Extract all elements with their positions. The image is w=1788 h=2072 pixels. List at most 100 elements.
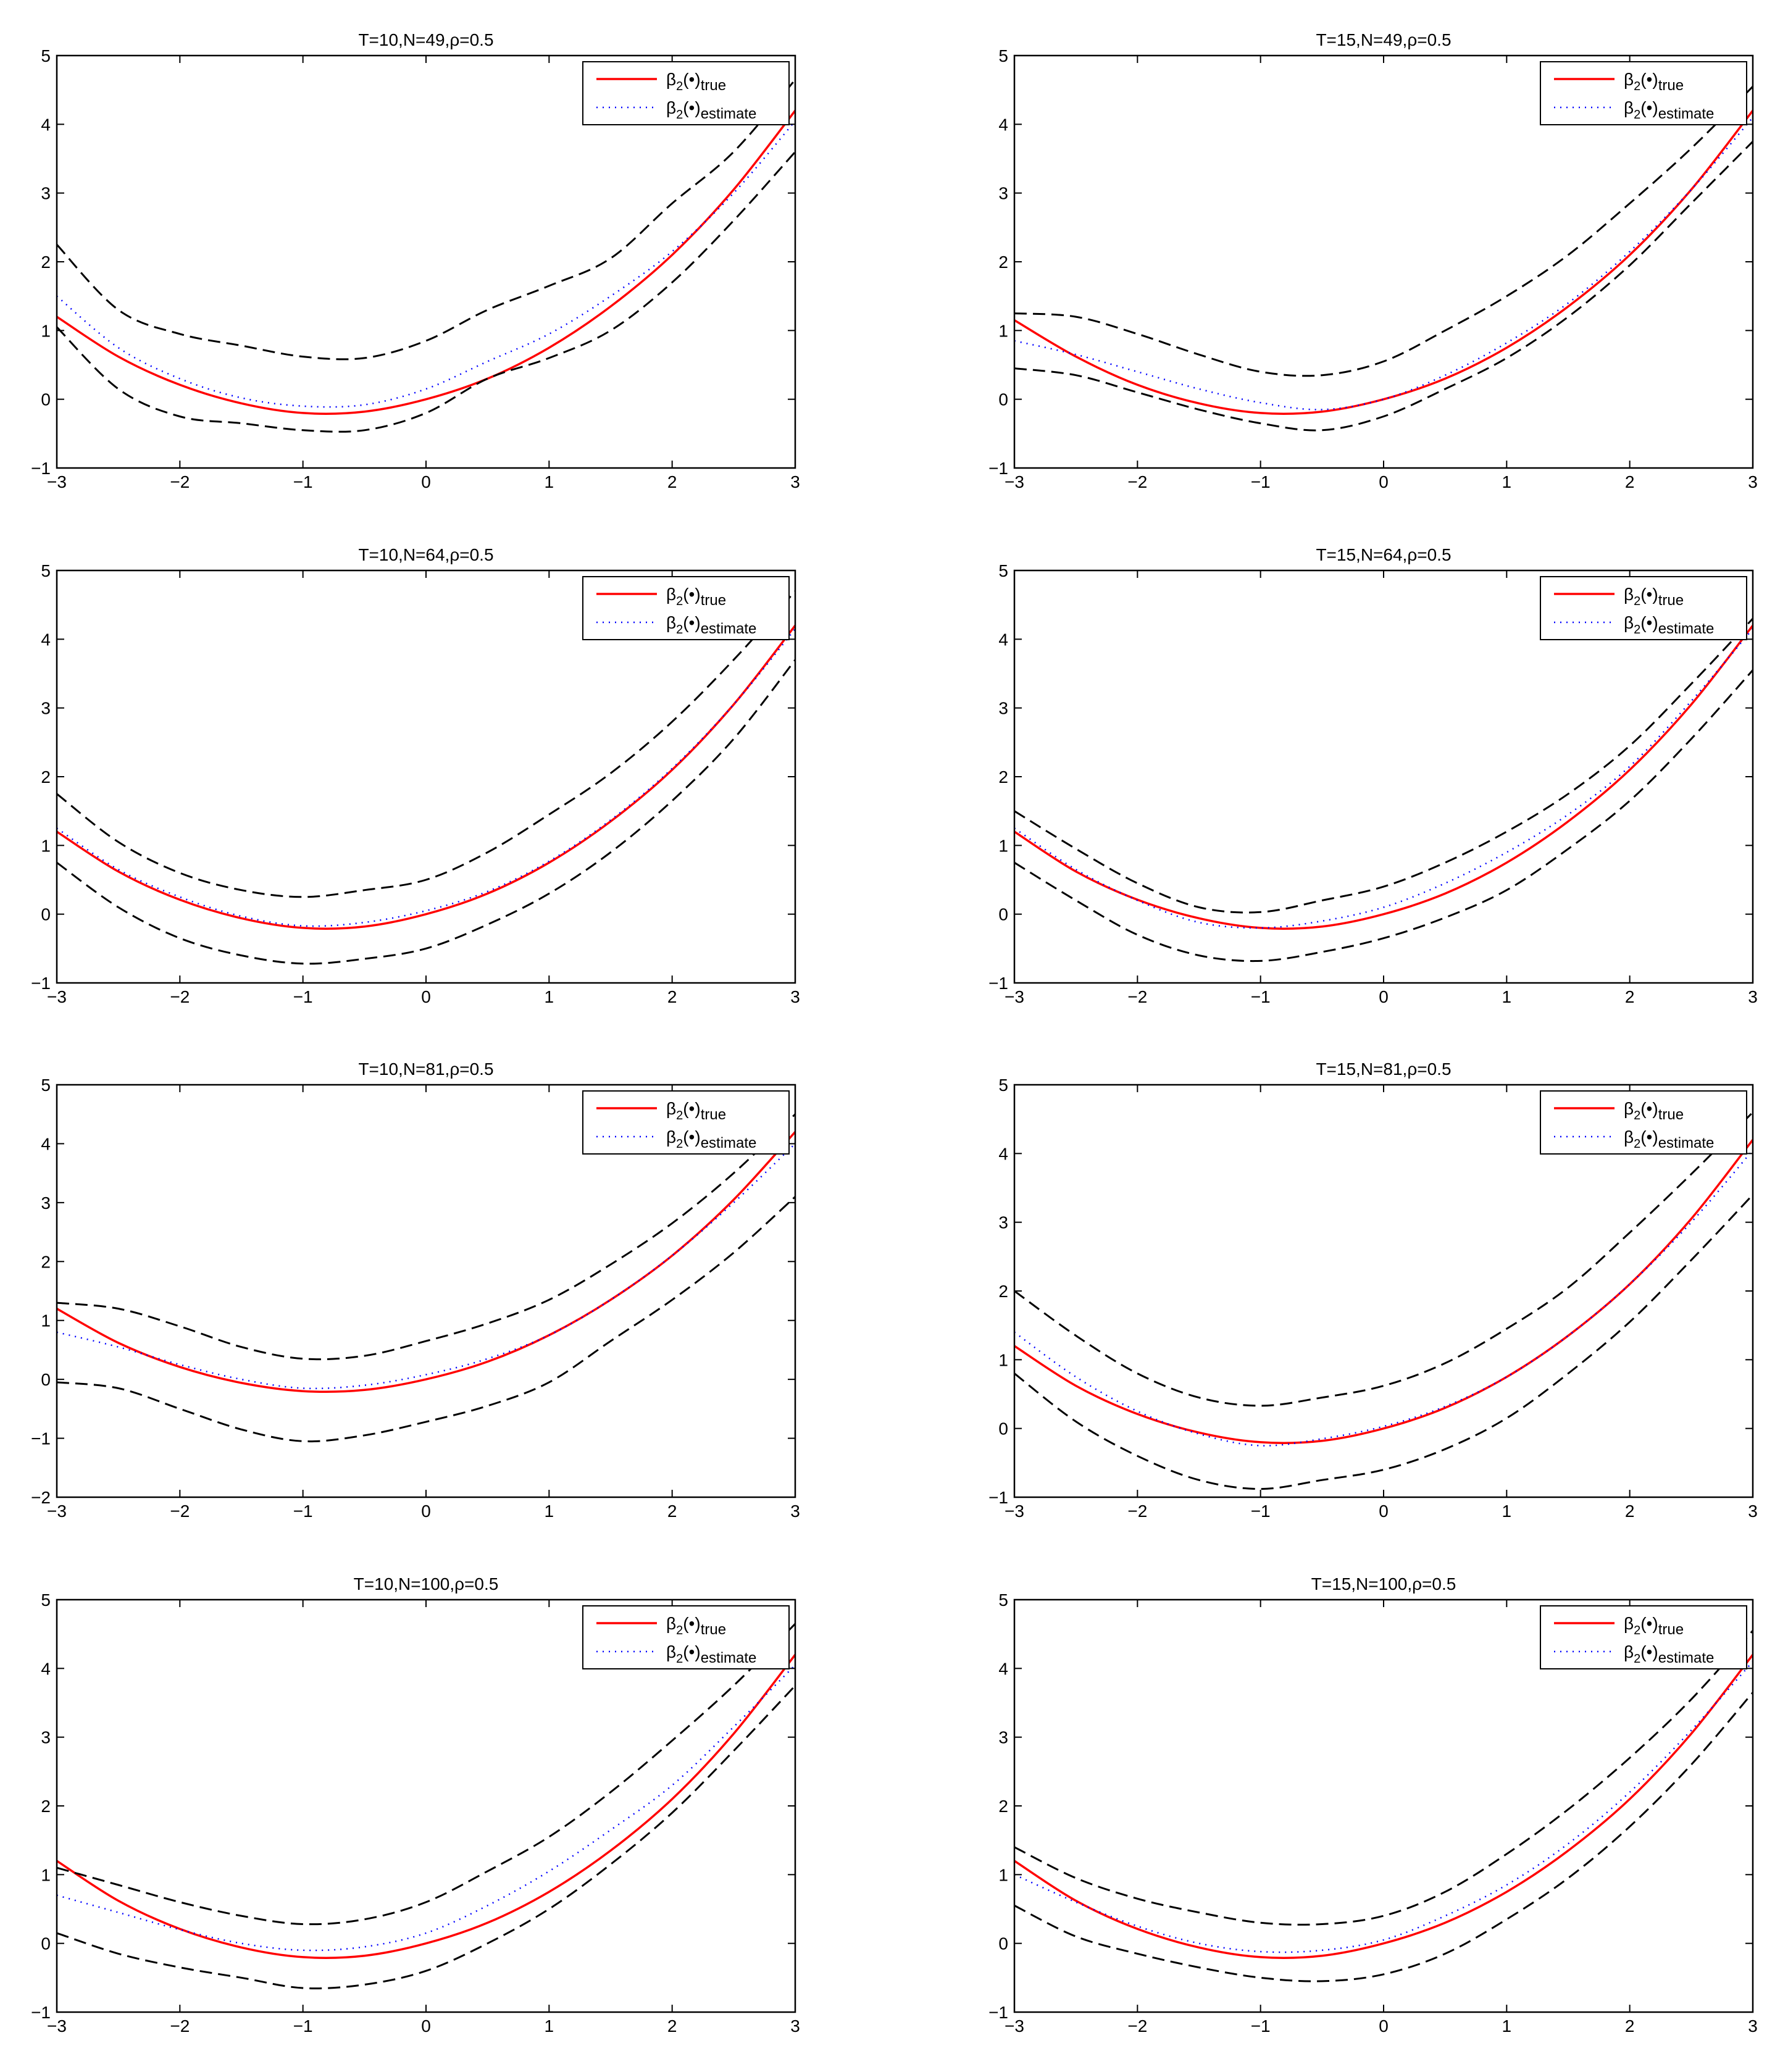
y-tick-label: 2	[41, 253, 51, 272]
y-tick-label: 4	[998, 630, 1008, 649]
legend-box	[582, 1605, 790, 1669]
x-tick-label: 0	[421, 472, 431, 491]
legend-sub-index: 2	[676, 1652, 683, 1666]
legend-beta: β	[666, 70, 676, 89]
legend-sub-index: 2	[1634, 595, 1640, 608]
x-tick-label: −3	[1005, 987, 1024, 1006]
x-tick-label: −2	[1127, 987, 1147, 1006]
legend-sub-index: 2	[1634, 108, 1640, 122]
y-tick-label: −1	[31, 1429, 51, 1448]
x-tick-label: 3	[1748, 987, 1758, 1006]
legend-label: β2(•)true	[1624, 1099, 1684, 1123]
legend-label: β2(•)estimate	[1624, 613, 1714, 637]
series-line-true	[57, 110, 795, 415]
x-tick-label: 0	[421, 1502, 431, 1521]
x-tick-label: 3	[1748, 472, 1758, 491]
y-tick-label: 0	[41, 1370, 51, 1389]
series-line-lower-band	[1014, 141, 1753, 432]
legend-beta: β	[1624, 1127, 1634, 1147]
x-tick-label: 1	[545, 1502, 554, 1521]
legend-label: β2(•)estimate	[1624, 1642, 1714, 1666]
subplot-8: T=15,N=100,ρ=0.5−3 −2 −1 0 1 2 3−1012345β2(•)t…	[988, 1574, 1758, 2036]
x-tick-label: 0	[1379, 987, 1389, 1006]
legend-label: β2(•)estimate	[666, 1642, 756, 1666]
legend-sub-label: true	[701, 1106, 726, 1123]
y-tick-label: 3	[41, 1193, 51, 1213]
y-tick-label: −1	[31, 974, 51, 993]
y-tick-label: 4	[998, 1144, 1008, 1163]
x-tick-label: 0	[1379, 2016, 1389, 2036]
legend-beta: β	[1624, 1642, 1634, 1661]
series-line-upper-band	[57, 1623, 795, 1926]
subplot-6: T=15,N=81,ρ=0.5−3 −2 −1 0 1 2 3−1012345β2(•)tr…	[988, 1059, 1758, 1521]
legend-label: β2(•)true	[1624, 1614, 1684, 1638]
legend-label: β2(•)true	[666, 70, 726, 94]
x-tick-label: −3	[1005, 2016, 1024, 2036]
legend-label: β2(•)true	[666, 1614, 726, 1638]
legend-sub-index: 2	[1634, 1624, 1640, 1637]
x-tick-label: −3	[1005, 1502, 1024, 1521]
subplot-title: T=15,N=100,ρ=0.5	[1311, 1574, 1456, 1594]
legend-label: β2(•)estimate	[1624, 1127, 1714, 1151]
subplot-title: T=15,N=81,ρ=0.5	[1316, 1059, 1451, 1079]
x-tick-label: −1	[1251, 2016, 1271, 2036]
x-tick-label: 1	[545, 472, 554, 491]
x-tick-label: 2	[1625, 2016, 1635, 2036]
series-line-true	[1014, 625, 1753, 930]
y-tick-label: 5	[41, 1076, 51, 1095]
series-line-true	[57, 1654, 795, 1959]
legend-sub-label: true	[1658, 77, 1684, 94]
x-tick-label: 3	[1748, 2016, 1758, 2036]
legend-label: β2(•)estimate	[1624, 98, 1714, 122]
series-line-upper-band	[57, 79, 795, 361]
y-tick-label: 2	[41, 767, 51, 787]
subplot-title: T=10,N=81,ρ=0.5	[358, 1059, 493, 1079]
x-tick-label: −3	[47, 987, 67, 1006]
legend-beta: β	[666, 613, 676, 632]
legend-arg: (•)	[1640, 1642, 1658, 1661]
legend-sub-index: 2	[1634, 623, 1640, 637]
legend-beta: β	[1624, 585, 1634, 604]
series-line-upper-band	[57, 590, 795, 898]
y-tick-label: 4	[41, 630, 51, 649]
legend-beta: β	[1624, 613, 1634, 632]
x-tick-label: 3	[1748, 1502, 1758, 1521]
series-line-lower-band	[57, 659, 795, 965]
legend-beta: β	[666, 1099, 676, 1118]
x-tick-label: 2	[667, 987, 677, 1006]
y-tick-label: 1	[41, 1311, 51, 1331]
legend-sub-label: true	[1658, 1106, 1684, 1123]
series-line-true	[57, 1131, 795, 1393]
subplot-title: T=15,N=64,ρ=0.5	[1316, 545, 1451, 564]
legend-sub-index: 2	[676, 1137, 683, 1151]
y-tick-label: 2	[998, 1282, 1008, 1301]
y-tick-label: 0	[41, 1934, 51, 1953]
legend-arg: (•)	[683, 1614, 700, 1633]
series-line-estimate	[1014, 1661, 1753, 1953]
x-tick-label: −2	[1127, 2016, 1147, 2036]
subplot-title: T=10,N=49,ρ=0.5	[358, 30, 493, 49]
y-tick-label: −1	[31, 459, 51, 478]
series-line-lower-band	[57, 1196, 795, 1443]
subplot-5: T=10,N=81,ρ=0.5−3 −2 −1 0 1 2 3−2−1012345β2(•)…	[31, 1059, 800, 1521]
legend-arg: (•)	[1640, 1127, 1658, 1147]
legend: β2(•)true β2(•)estimate	[582, 1605, 790, 1669]
y-tick-label: 4	[41, 1659, 51, 1678]
legend-sub-index: 2	[676, 1109, 683, 1122]
legend-sub-label: estimate	[1658, 620, 1715, 637]
y-tick-label: 4	[41, 1134, 51, 1153]
legend-arg: (•)	[1640, 613, 1658, 632]
legend-sub-index: 2	[676, 1624, 683, 1637]
legend-beta: β	[1624, 70, 1634, 89]
legend-sub-label: estimate	[701, 620, 757, 637]
series-line-true	[1014, 1139, 1753, 1444]
x-tick-label: −1	[293, 472, 313, 491]
y-tick-label: 3	[998, 1213, 1008, 1232]
legend-beta: β	[666, 1127, 676, 1147]
y-tick-label: −1	[988, 1488, 1008, 1507]
y-tick-label: 0	[998, 390, 1008, 409]
legend-sub-label: estimate	[701, 106, 757, 122]
legend-sub-index: 2	[1634, 1652, 1640, 1666]
legend-box	[1540, 61, 1747, 125]
